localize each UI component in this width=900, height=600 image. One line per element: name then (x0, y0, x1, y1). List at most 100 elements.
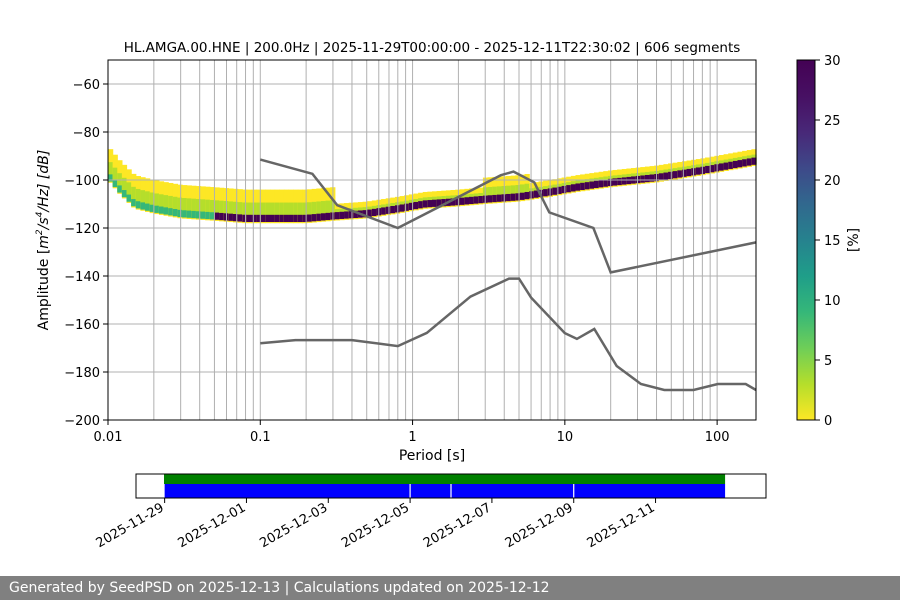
heat-cell-high (441, 199, 447, 207)
colorbar-label: [%] (846, 228, 862, 252)
heat-cell-mid (279, 202, 285, 222)
colorbar-tick-label: 25 (824, 114, 841, 129)
heat-cell-high (469, 196, 475, 205)
heat-cell-high (487, 195, 493, 203)
heat-cell-high (232, 214, 239, 222)
heat-cell-mid (274, 202, 280, 222)
heat-cell-high (575, 183, 581, 191)
heat-cell-mid (510, 185, 516, 201)
heat-cell-mid (515, 185, 521, 200)
heat-cell-mid (126, 182, 132, 202)
heat-cell-high (154, 205, 160, 213)
heat-cell-high (121, 190, 128, 198)
heat-cell-mid (232, 201, 239, 221)
heat-cell-high (658, 173, 665, 181)
data-coverage-bar (164, 474, 726, 484)
psd-heatmap (108, 149, 757, 224)
y-tick-label: −140 (64, 270, 100, 285)
heat-cell-mid (131, 186, 137, 206)
heat-cell-high (686, 168, 692, 177)
timeline-frame (135, 473, 767, 499)
heat-cell-high (293, 214, 299, 222)
heat-cell-mid (191, 198, 197, 218)
heat-cell-high (288, 214, 294, 222)
heat-cell-high (270, 214, 276, 222)
heat-cell-mid (307, 202, 313, 221)
heat-cell-high (344, 211, 350, 219)
heat-cell-high (242, 214, 248, 222)
heat-cell-high (473, 196, 479, 204)
heat-cell-high (681, 169, 688, 177)
colorbar-gradient (796, 59, 816, 421)
heat-cell-mid (228, 201, 234, 221)
heat-cell-high (436, 199, 442, 207)
heat-cell-high (543, 189, 549, 197)
heat-cell-high (228, 213, 234, 221)
heat-cell-high (320, 213, 327, 221)
heat-cell-mid (186, 198, 192, 218)
x-tick-label: 0.01 (94, 430, 123, 445)
heat-cell-high (737, 160, 743, 168)
heat-cell-high (246, 214, 253, 222)
heat-cell-mid (524, 183, 530, 199)
heat-cell-high (353, 210, 359, 218)
heat-cell-high (566, 185, 572, 193)
heat-cell-high (728, 161, 734, 169)
heat-cell-high (626, 176, 632, 185)
heat-cell-high (640, 175, 646, 183)
heat-cell-high (603, 179, 609, 187)
x-tick-label: 1 (408, 430, 416, 445)
colorbar-tick-label: 0 (824, 414, 832, 429)
heat-cell-mid (112, 167, 118, 187)
heat-cell-high (459, 197, 465, 205)
heat-cell-high (371, 208, 378, 217)
heat-cell-high (311, 214, 317, 222)
heat-cell-high (256, 214, 262, 222)
heat-cell-high (432, 199, 438, 207)
timeline-tick-label: 2025-11-29 (94, 500, 167, 551)
heat-cell-high (367, 209, 373, 217)
heat-cell-mid (293, 202, 299, 222)
y-tick-label: −60 (73, 78, 100, 93)
heat-cell-high (390, 205, 396, 214)
heat-cell-high (612, 178, 618, 186)
heat-cell-high (251, 214, 257, 222)
heat-cell-high (348, 211, 354, 219)
heat-cell-mid (288, 202, 294, 222)
heat-cell-mid (154, 193, 160, 213)
nhnm-curve (259, 158, 757, 274)
heat-cell-high (742, 159, 748, 167)
heat-cell-mid (121, 177, 128, 197)
heat-cell-mid (237, 202, 243, 221)
heat-cell-high (584, 182, 590, 190)
heat-cell-mid (205, 199, 211, 219)
heat-cell-mid (108, 162, 114, 181)
heat-cell-high (265, 214, 271, 222)
heat-cell-high (723, 162, 729, 170)
colorbar-tick-label: 30 (824, 54, 841, 69)
heat-cell-mid (145, 191, 151, 211)
y-tick-label: −160 (64, 318, 100, 333)
heat-cell-high (135, 201, 141, 209)
heat-cell-high (237, 214, 243, 222)
heat-cell-high (718, 163, 725, 171)
timeline-tick-label: 2025-12-09 (503, 500, 576, 551)
heat-cell-high (506, 193, 512, 202)
footer-bar: Generated by SeedPSD on 2025-12-13 | Cal… (0, 576, 900, 600)
x-axis-ticks: 0.01 0.1 1 10 100 (94, 420, 730, 445)
heat-cell-mid (297, 202, 303, 222)
heat-cell-mid (246, 202, 253, 222)
y-axis-label: Amplitude [m2/s4/Hz] [dB] (35, 150, 52, 331)
heat-cell-mid (172, 196, 179, 216)
heat-cell-mid (496, 186, 503, 202)
heat-cell-mid (302, 202, 308, 222)
heat-cell-high (131, 199, 137, 207)
heat-cell-high (422, 200, 428, 208)
heat-cell-high (561, 185, 567, 194)
heat-cell-mid (492, 186, 498, 202)
coverage-timeline: 2025-11-29 2025-12-01 2025-12-03 2025-12-05… (94, 473, 767, 551)
y-tick-label: −80 (73, 126, 100, 141)
heat-cell-mid (182, 198, 188, 217)
heat-cell-high (496, 194, 503, 202)
heat-cell-mid (158, 194, 165, 214)
